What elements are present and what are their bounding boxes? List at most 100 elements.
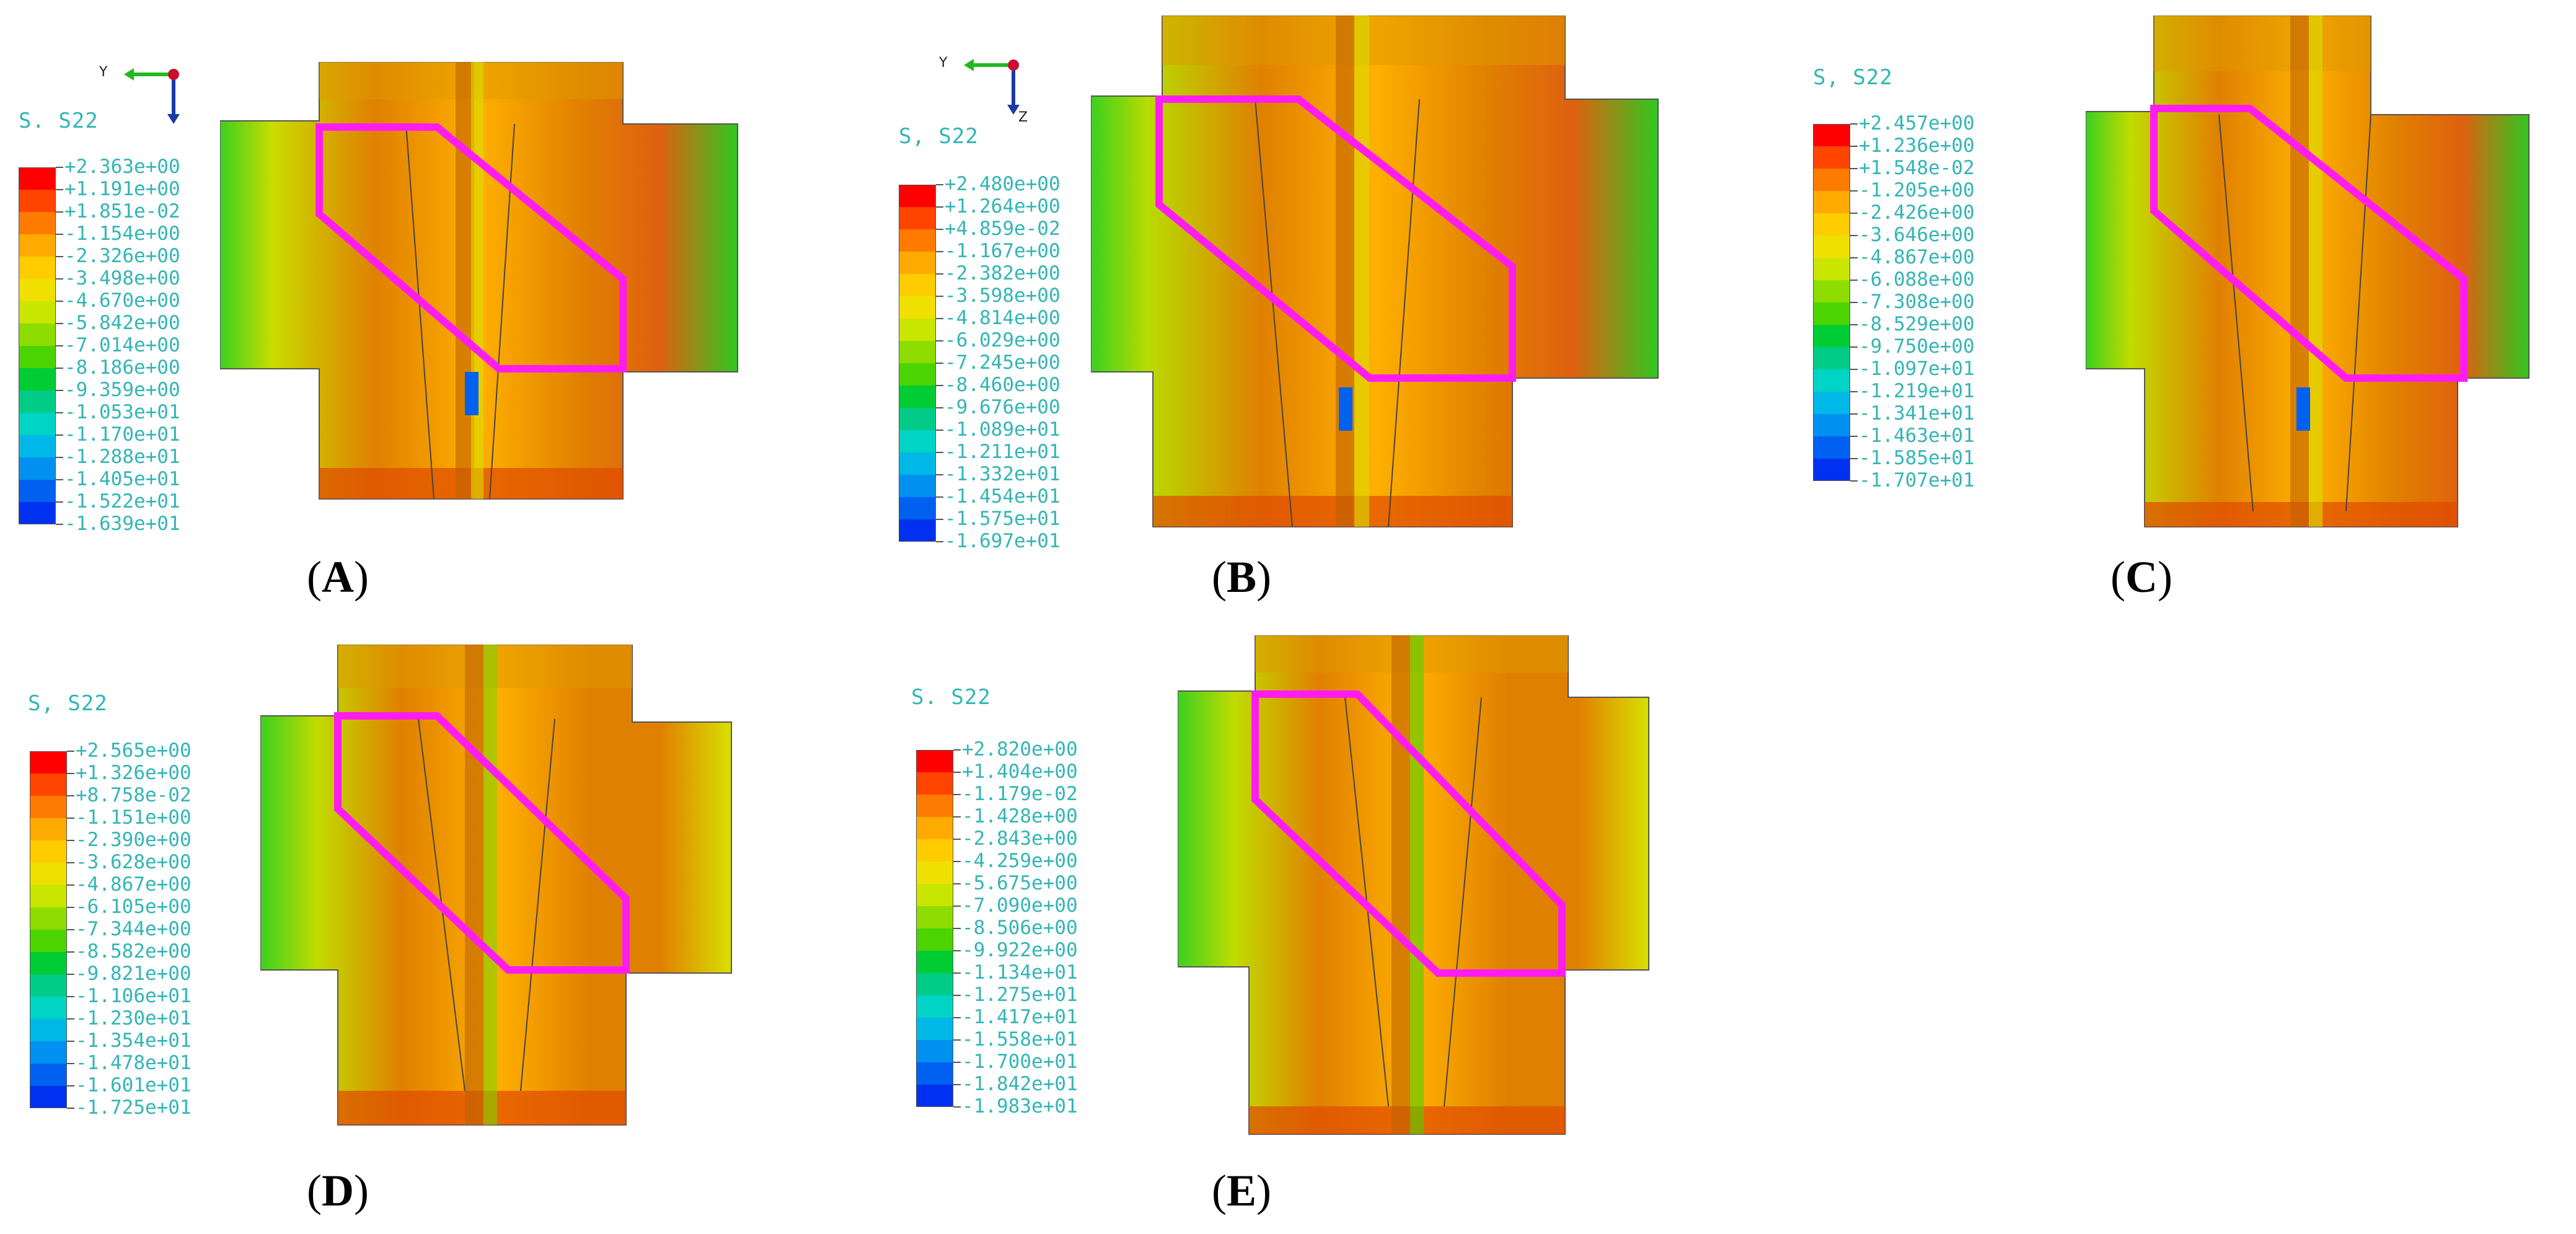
legend-swatch xyxy=(19,279,56,301)
contour-svg xyxy=(1177,635,1649,1135)
legend-swatch xyxy=(899,207,936,229)
legend-swatch xyxy=(1813,325,1850,347)
legend-swatch xyxy=(1813,169,1850,191)
triad-y-label: Y xyxy=(99,64,108,80)
legend-swatch xyxy=(1813,347,1850,369)
legend-value-label: -8.529e+00 xyxy=(1859,313,1975,335)
legend-tick xyxy=(1850,436,1858,437)
legend-swatch xyxy=(1813,302,1850,325)
legend-value-label: -1.134e+01 xyxy=(962,961,1078,984)
legend-tick xyxy=(936,251,943,252)
contour-svg xyxy=(2085,15,2530,527)
legend-tick xyxy=(67,1041,74,1042)
legend-swatch xyxy=(1813,213,1850,236)
legend-swatch xyxy=(916,1040,953,1062)
legend-swatch xyxy=(19,346,56,368)
legend-swatch xyxy=(899,229,936,252)
legend-tick xyxy=(936,363,943,364)
legend-value-label: +2.457e+00 xyxy=(1859,112,1975,134)
legend-tick xyxy=(936,430,943,431)
legend-swatch xyxy=(19,234,56,257)
legend-value-label: -7.344e+00 xyxy=(76,918,192,940)
legend-tick xyxy=(56,479,63,480)
legend-swatch xyxy=(899,252,936,274)
legend-swatch xyxy=(899,185,936,207)
legend-tick xyxy=(936,273,943,275)
legend-tick xyxy=(56,457,63,458)
legend-swatch xyxy=(19,435,56,457)
legend-tick xyxy=(936,296,943,297)
legend-swatch xyxy=(30,818,67,840)
legend-value-label: -1.089e+01 xyxy=(945,418,1061,441)
legend-value-label: +1.404e+00 xyxy=(962,760,1078,783)
legend-tick xyxy=(1850,302,1858,303)
legend-value-label: -9.750e+00 xyxy=(1859,335,1975,358)
legend-value-label: +1.264e+00 xyxy=(945,195,1061,218)
legend-tick xyxy=(953,839,961,840)
legend-swatch xyxy=(899,519,936,542)
legend-swatch xyxy=(30,751,67,773)
legend-value-label: -7.308e+00 xyxy=(1859,291,1975,313)
legend-value-label: -1.205e+00 xyxy=(1859,179,1975,201)
legend-tick xyxy=(56,189,63,190)
legend-value-label: -5.675e+00 xyxy=(962,872,1078,894)
axis-triad: Y Z xyxy=(933,53,1032,127)
legend-swatch xyxy=(1813,124,1850,146)
legend-swatch xyxy=(19,368,56,390)
legend-value-label: -1.179e-02 xyxy=(962,783,1078,805)
legend-value-label: +2.820e+00 xyxy=(962,738,1078,760)
legend-tick xyxy=(67,907,74,908)
legend-frame xyxy=(1813,124,1850,481)
stress-contour-plot xyxy=(219,61,741,505)
legend-value-label: -1.454e+01 xyxy=(945,485,1061,508)
legend-swatch xyxy=(19,502,56,524)
legend-value-label: +1.851e-02 xyxy=(64,200,180,223)
legend-value-label: -4.867e+00 xyxy=(1859,246,1975,268)
legend-tick xyxy=(1850,480,1858,482)
legend-value-label: -8.506e+00 xyxy=(962,917,1078,939)
legend-swatch xyxy=(916,1018,953,1040)
triad-y-label: Y xyxy=(939,55,948,71)
legend-swatch xyxy=(899,475,936,497)
legend-tick xyxy=(67,929,74,930)
panel-caption: (A) xyxy=(307,552,369,602)
legend-value-label: -1.288e+01 xyxy=(64,446,180,468)
legend-swatch xyxy=(19,212,56,234)
legend-title: S, S22 xyxy=(899,124,979,149)
legend-tick xyxy=(67,818,74,819)
legend-value-label: -1.575e+01 xyxy=(945,508,1061,530)
legend-value-label: -4.867e+00 xyxy=(76,873,192,896)
legend-tick xyxy=(56,501,63,503)
legend-swatch xyxy=(916,995,953,1018)
legend-swatch xyxy=(19,301,56,324)
legend-frame xyxy=(19,167,56,524)
legend-tick xyxy=(1850,324,1858,325)
legend-tick xyxy=(953,1084,961,1085)
legend-tick xyxy=(953,861,961,862)
legend-swatch xyxy=(899,319,936,341)
legend-swatch xyxy=(30,1086,67,1108)
contour-svg xyxy=(260,644,732,1126)
legend-swatch xyxy=(30,840,67,863)
legend-value-label: -1.170e+01 xyxy=(64,423,180,446)
legend-swatch xyxy=(916,884,953,906)
legend-value-label: -1.639e+01 xyxy=(64,513,180,535)
legend-tick xyxy=(56,301,63,302)
legend-tick xyxy=(56,167,63,168)
legend-tick xyxy=(953,995,961,996)
legend-value-label: -1.167e+00 xyxy=(945,240,1061,262)
legend-tick xyxy=(1850,369,1858,370)
legend-tick xyxy=(953,906,961,907)
legend-value-label: -6.105e+00 xyxy=(76,896,192,918)
legend-value-label: -3.598e+00 xyxy=(945,284,1061,307)
legend-value-label: -1.219e+01 xyxy=(1859,380,1975,402)
legend-swatch xyxy=(1813,280,1850,302)
legend-value-label: -6.088e+00 xyxy=(1859,268,1975,291)
legend-value-label: -8.460e+00 xyxy=(945,374,1061,396)
legend-tick xyxy=(67,840,74,841)
legend-swatch xyxy=(1813,191,1850,213)
legend-swatch xyxy=(1813,236,1850,258)
legend-tick xyxy=(67,974,74,975)
legend-swatch xyxy=(19,324,56,346)
legend-frame xyxy=(916,750,953,1107)
